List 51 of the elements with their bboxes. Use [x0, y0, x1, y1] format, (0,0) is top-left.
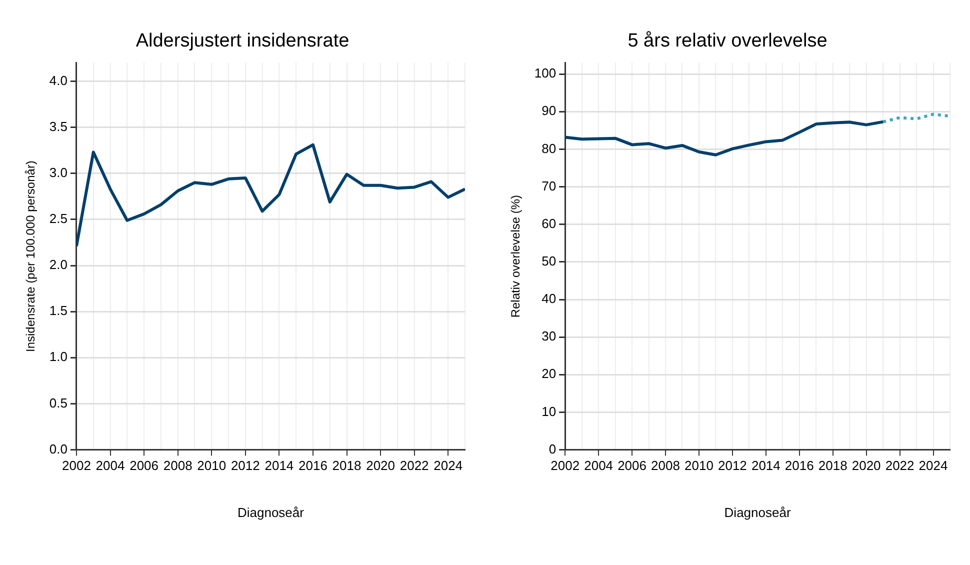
y-tick-label: 0.5 [49, 395, 68, 410]
chart-title: 5 års relativ overlevelse [628, 30, 828, 52]
x-tick-label: 2016 [784, 458, 814, 474]
x-tick-label: 2002 [62, 458, 91, 474]
x-tick-label: 2018 [332, 458, 362, 474]
x-tick-label: 2020 [366, 458, 395, 474]
x-tick-label: 2010 [684, 458, 714, 474]
y-tick-label: 100 [534, 66, 556, 81]
y-tick-label: 2.0 [49, 257, 68, 272]
y-axis-title: Insidensrate (per 100.000 personår) [24, 160, 38, 352]
y-tick-label: 30 [542, 328, 556, 344]
x-tick-label: 2022 [400, 458, 429, 474]
x-tick-label: 2008 [651, 458, 680, 474]
chart-title: Aldersjustert insidensrate [136, 30, 350, 52]
y-tick-label: 1.5 [49, 303, 68, 318]
y-tick-label: 10 [542, 404, 556, 419]
x-axis-title: Diagnoseår [724, 504, 792, 520]
x-tick-label: 2014 [751, 458, 780, 474]
y-tick-label: 80 [542, 140, 556, 156]
y-tick-label: 4.0 [49, 72, 68, 88]
y-tick-label: 90 [542, 103, 556, 118]
y-tick-label: 0 [548, 441, 556, 456]
x-tick-label: 2012 [718, 458, 747, 474]
y-tick-label: 60 [542, 216, 556, 231]
line-series [882, 112, 950, 124]
x-tick-label: 2008 [163, 458, 192, 474]
x-tick-label: 2004 [584, 458, 614, 474]
y-tick-label: 2.5 [49, 211, 68, 226]
y-axis-title: Relativ overlevelse (%) [508, 194, 523, 318]
x-axis-title: Diagnoseår [237, 504, 305, 520]
y-tick-label: 20 [542, 366, 556, 382]
x-tick-label: 2002 [550, 458, 580, 474]
y-tick-label: 70 [542, 178, 556, 194]
y-tick-label: 40 [542, 291, 556, 306]
x-tick-label: 2018 [818, 458, 848, 474]
y-tick-label: 0.0 [49, 441, 68, 456]
x-tick-label: 2006 [130, 458, 159, 474]
x-tick-label: 2022 [885, 458, 914, 474]
x-tick-label: 2006 [618, 458, 646, 474]
x-tick-label: 2012 [230, 458, 260, 474]
x-tick-label: 2024 [918, 458, 948, 474]
x-tick-label: 2024 [434, 458, 463, 474]
y-tick-label: 50 [542, 254, 556, 269]
y-tick-label: 3.5 [49, 118, 68, 134]
x-tick-label: 2016 [298, 458, 328, 474]
y-tick-label: 3.0 [49, 164, 68, 180]
x-tick-label: 2020 [852, 458, 881, 474]
x-tick-label: 2004 [96, 458, 125, 474]
x-tick-label: 2010 [197, 458, 226, 474]
x-tick-label: 2014 [264, 458, 294, 474]
y-tick-label: 1.0 [49, 349, 68, 364]
